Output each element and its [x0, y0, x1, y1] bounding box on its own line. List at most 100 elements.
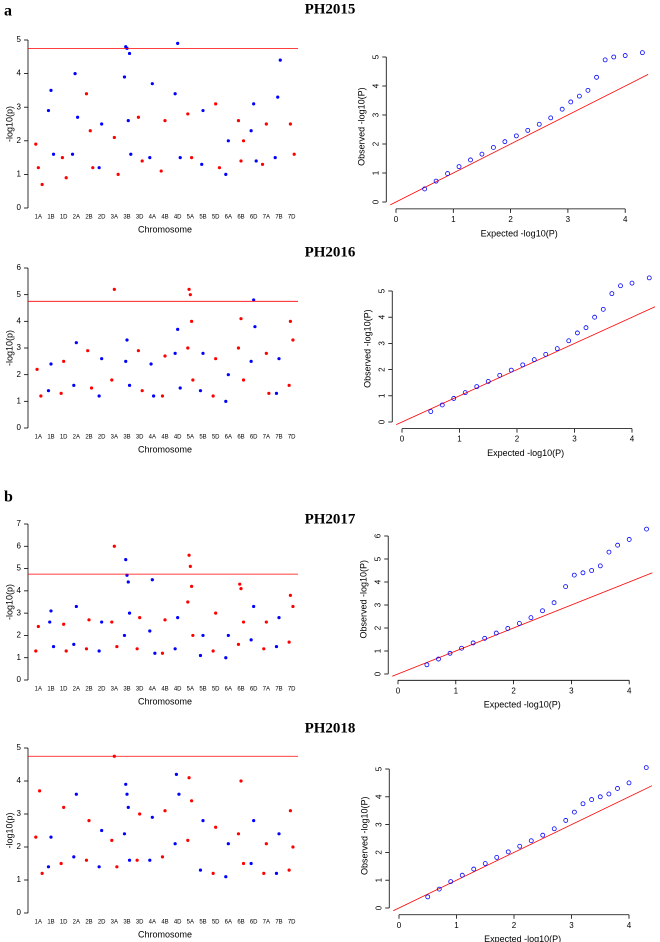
x-tick-label: 1D	[60, 687, 68, 693]
snp-point	[278, 58, 282, 62]
snp-point	[178, 156, 182, 160]
x-tick-label: 2A	[73, 435, 80, 441]
snp-point	[124, 359, 128, 363]
snp-point	[73, 72, 77, 76]
snp-point	[51, 152, 56, 156]
snp-point	[160, 855, 165, 859]
snp-point	[277, 616, 281, 620]
snp-point	[288, 319, 292, 323]
snp-point	[127, 383, 132, 387]
snp-point	[254, 159, 258, 163]
x-tick-label: 6D	[250, 920, 258, 926]
y-axis-label: -log10(p)	[4, 812, 14, 848]
qq-point	[585, 87, 591, 93]
qq-point	[428, 409, 434, 414]
x-tick-label: 4A	[149, 215, 156, 221]
snp-point	[214, 102, 218, 106]
y-tick-label: 2	[373, 625, 382, 630]
snp-point	[274, 644, 279, 649]
qq-point	[482, 635, 488, 641]
qq-point	[609, 291, 615, 297]
snp-point	[72, 642, 76, 646]
qq-point	[589, 797, 595, 802]
qq-point	[459, 872, 465, 878]
qq-point	[626, 780, 632, 786]
snp-point	[214, 611, 218, 615]
x-tick-label: 0	[397, 921, 402, 930]
snp-point	[177, 792, 181, 796]
qq-point	[559, 106, 565, 112]
y-tick-label: 5	[17, 290, 22, 299]
x-tick-label: 6D	[250, 687, 258, 693]
snp-point	[176, 616, 180, 620]
qq-point	[594, 74, 599, 80]
x-tick-label: 2B	[85, 920, 92, 926]
snp-point	[159, 169, 163, 173]
snp-point	[236, 346, 241, 350]
qq-point	[551, 826, 557, 832]
x-tick-label: 2	[512, 921, 517, 930]
snp-point	[48, 620, 52, 624]
qq-point	[615, 542, 621, 548]
x-tick-label: 4D	[174, 920, 182, 926]
x-tick-label: 1	[451, 215, 456, 224]
snp-point	[200, 162, 204, 166]
x-tick-label: 0	[400, 435, 405, 444]
x-axis-label: Expected -log10(P)	[481, 228, 558, 238]
x-tick-label: 1B	[47, 687, 54, 693]
qq-point	[479, 151, 485, 157]
y-tick-label: 3	[17, 608, 22, 617]
x-tick-label: 4	[630, 435, 635, 444]
snp-point	[291, 338, 295, 342]
qq-point	[447, 650, 453, 656]
x-tick-label: 2D	[98, 215, 106, 221]
qq-point	[485, 378, 491, 384]
qq-point	[536, 121, 542, 127]
x-tick-label: 5D	[212, 435, 220, 441]
qq-point	[563, 584, 569, 589]
qq-point	[580, 801, 586, 807]
y-tick-label: 1	[17, 653, 22, 662]
snp-point	[173, 647, 177, 651]
y-tick-label: 5	[374, 766, 383, 771]
x-tick-label: 0	[396, 686, 401, 695]
x-tick-label: 0	[394, 215, 399, 224]
y-tick-label: 4	[17, 586, 22, 595]
qq-point	[644, 526, 649, 532]
snp-point	[124, 558, 128, 562]
qq-point	[459, 645, 464, 651]
x-tick-label: 6A	[225, 920, 232, 926]
x-axis-label: Expected -log10(P)	[484, 934, 561, 942]
snp-point	[153, 651, 157, 655]
x-tick-label: 4B	[161, 687, 168, 693]
snp-point	[60, 156, 64, 160]
snp-point	[163, 809, 167, 813]
y-tick-label: 4	[371, 83, 380, 88]
snp-point	[110, 378, 114, 382]
snp-point	[122, 832, 127, 836]
qq-point	[566, 338, 572, 344]
snp-point	[64, 176, 68, 180]
qq-point	[646, 275, 652, 281]
snp-point	[87, 819, 91, 823]
x-tick-label: 1B	[47, 920, 54, 926]
snp-point	[163, 354, 167, 358]
x-tick-label: 2A	[73, 920, 80, 926]
snp-point	[148, 156, 152, 160]
x-tick-label: 1B	[47, 215, 54, 221]
snp-point	[91, 166, 95, 170]
y-tick-label: 4	[17, 776, 22, 785]
y-tick-label: 5	[17, 564, 22, 573]
snp-point	[252, 298, 256, 302]
snp-point	[236, 832, 241, 836]
snp-point	[273, 156, 277, 160]
snp-point	[239, 159, 243, 163]
snp-point	[127, 51, 132, 56]
x-axis-label: Expected -log10(P)	[484, 700, 561, 710]
x-tick-label: 6B	[237, 687, 244, 693]
snp-point	[62, 805, 66, 810]
snp-point	[198, 653, 203, 658]
y-tick-label: 5	[371, 54, 380, 59]
snp-point	[74, 604, 78, 609]
